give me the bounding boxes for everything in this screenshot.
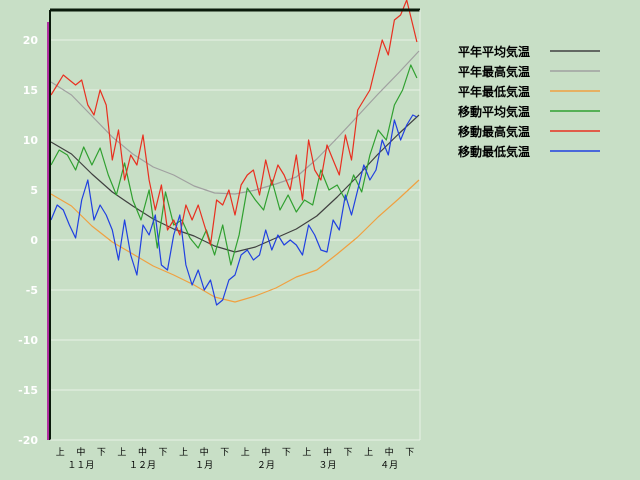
series-line-2 (50, 179, 420, 303)
y-tick-label: 5 (30, 184, 38, 197)
series-lines (50, 0, 420, 306)
x-period-label: 中 (385, 446, 394, 458)
x-period-label: 上 (302, 447, 311, 458)
x-month-label: １２月 (129, 460, 156, 471)
y-tick-label: 20 (23, 34, 39, 47)
x-period-label: 上 (56, 447, 65, 458)
x-period-label: 上 (117, 447, 126, 458)
y-tick-label: 0 (30, 234, 38, 247)
axes (47, 8, 421, 441)
x-period-label: 下 (344, 448, 353, 458)
legend-label: 移動最低気温 (458, 144, 530, 159)
x-axis-ticks: 上中下上中下上中下上中下上中下上中下１１月 １２月 １月 ２月 ３月 ４月 (56, 446, 414, 471)
grid-lines (50, 39, 420, 391)
x-period-label: 中 (138, 446, 147, 458)
x-period-label: 下 (282, 448, 291, 458)
y-tick-label: -20 (18, 434, 38, 447)
legend-label: 平年最低気温 (458, 84, 530, 99)
series-line-1 (50, 50, 420, 195)
x-period-label: 下 (220, 448, 229, 458)
x-period-label: 下 (159, 448, 168, 458)
y-tick-label: -10 (18, 334, 38, 347)
x-period-label: 中 (261, 446, 270, 458)
x-month-label: ２月 (257, 460, 275, 471)
x-period-label: 上 (241, 447, 250, 458)
x-period-label: 中 (323, 446, 332, 458)
x-month-label: ４月 (380, 460, 398, 471)
x-month-label: ３月 (318, 460, 336, 471)
y-tick-label: -5 (26, 284, 38, 297)
x-period-label: 下 (405, 448, 414, 458)
legend-label: 平年平均気温 (458, 44, 530, 59)
y-tick-label: 15 (23, 84, 38, 97)
y-axis-ticks: 20 15 10 5 0 -5 -10 -15 -20 (18, 34, 38, 447)
x-period-label: 上 (179, 447, 188, 458)
series-line-4 (50, 0, 418, 246)
x-period-label: 中 (200, 446, 209, 458)
x-month-label: １月 (195, 460, 213, 471)
x-period-label: 上 (364, 447, 373, 458)
series-line-3 (50, 64, 418, 266)
x-month-label: １１月 (67, 460, 94, 471)
legend-label: 平年最高気温 (458, 64, 530, 79)
x-period-label: 中 (76, 446, 85, 458)
y-tick-label: 10 (23, 134, 39, 147)
legend-label: 移動最高気温 (458, 124, 530, 139)
y-tick-label: -15 (18, 384, 38, 397)
series-line-5 (50, 114, 418, 306)
legend-label: 移動平均気温 (458, 104, 530, 119)
x-period-label: 下 (97, 448, 106, 458)
